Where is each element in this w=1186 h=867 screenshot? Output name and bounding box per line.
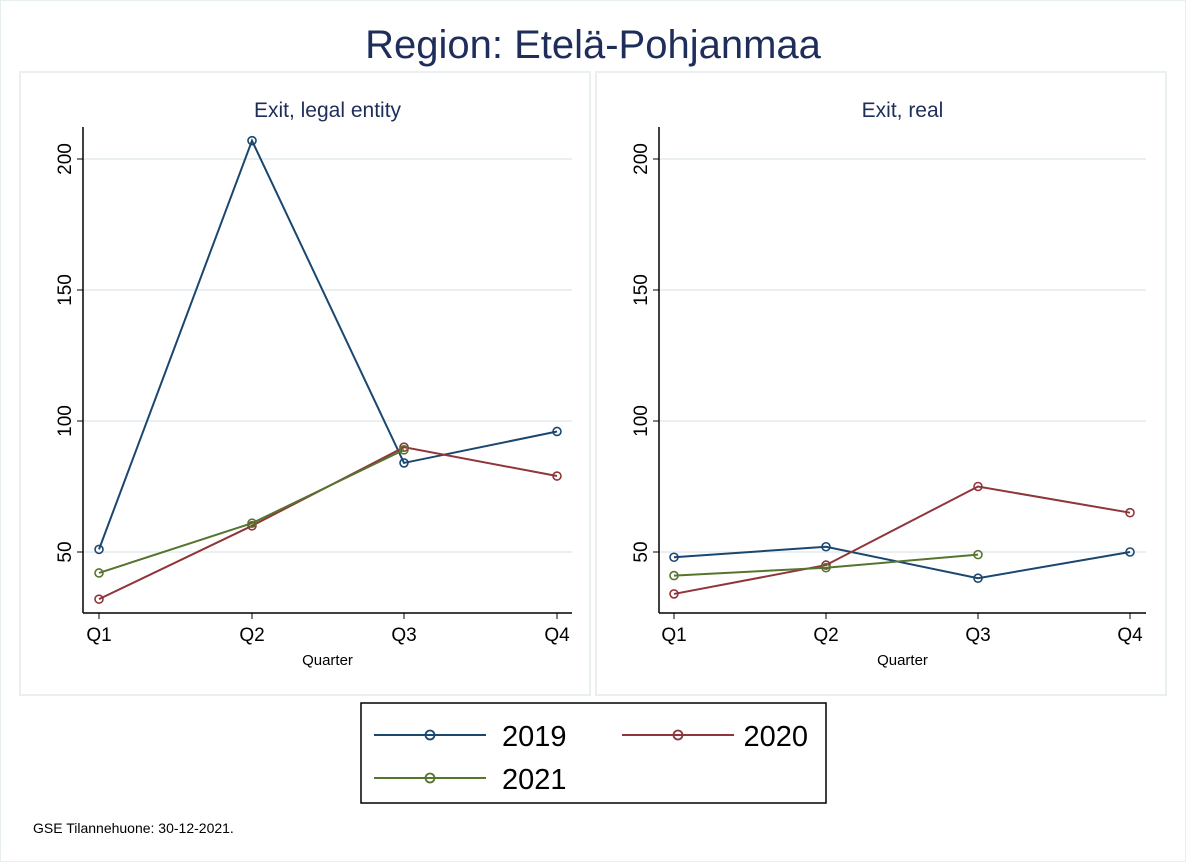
- legend: 2019 2020 2021: [360, 702, 827, 804]
- data-point-2020: [973, 481, 983, 492]
- data-point-2021: [247, 518, 257, 528]
- footer-note: GSE Tilannehuone: 30-12-2021.: [33, 820, 234, 836]
- data-point-2020: [94, 594, 104, 604]
- legend-entry-2021: 2021: [374, 764, 567, 796]
- legend-label: 2020: [743, 721, 808, 753]
- data-point-2019: [94, 544, 104, 555]
- series-line-2019: [673, 545, 1131, 580]
- x-tick-label: Q2: [239, 625, 264, 646]
- y-tick-label: 50: [631, 541, 652, 562]
- x-tick-label: Q1: [661, 625, 686, 646]
- data-point-2019: [399, 458, 409, 468]
- panel-background: [595, 71, 1167, 696]
- legend-marker: [672, 729, 684, 741]
- x-tick-label: Q3: [391, 625, 416, 646]
- x-tick-label: Q4: [544, 625, 570, 646]
- panel-background: [19, 71, 591, 696]
- panel-title: Exit, real: [862, 99, 944, 122]
- panel-title: Exit, legal entity: [254, 99, 402, 122]
- y-tick-label: 150: [631, 274, 652, 306]
- data-point-2021: [973, 549, 983, 560]
- data-point-2021: [669, 570, 679, 581]
- panel-1: Exit, legal entity 50 100 150 200 Q1 Q2 Q3 Q4 Qua…: [19, 71, 591, 696]
- x-axis-label: Quarter: [877, 652, 928, 669]
- data-point-2019: [552, 426, 562, 437]
- series-line-2021: [673, 553, 979, 577]
- data-point-2020: [669, 589, 679, 599]
- legend-box: [360, 702, 827, 804]
- legend-label: 2021: [502, 764, 567, 796]
- legend-marker: [424, 772, 436, 784]
- y-tick-label: 50: [55, 541, 76, 562]
- y-tick-label: 200: [55, 143, 76, 175]
- data-point-2021: [399, 445, 409, 455]
- x-tick-label: Q1: [86, 625, 111, 646]
- panel-2: Exit, real 50 100 150 200 Q1 Q2 Q3 Q4 Quarter: [595, 71, 1167, 696]
- data-point-2019: [1125, 547, 1135, 557]
- figure-title: Region: Etelä-Pohjanmaa: [365, 23, 822, 67]
- legend-entry-2019: 2019: [374, 721, 567, 753]
- x-tick-label: Q3: [965, 625, 990, 646]
- series-line-2021: [98, 448, 405, 574]
- x-axis-label: Quarter: [302, 652, 353, 669]
- legend-marker: [424, 729, 436, 741]
- series-line-2020: [673, 485, 1131, 595]
- y-tick-label: 100: [631, 405, 652, 437]
- y-tick-label: 200: [631, 143, 652, 175]
- y-tick-label: 100: [55, 405, 76, 437]
- data-point-2020: [1125, 507, 1135, 518]
- data-point-2021: [821, 562, 831, 573]
- data-point-2019: [669, 552, 679, 563]
- x-tick-label: Q4: [1117, 625, 1143, 646]
- data-point-2019: [821, 541, 831, 552]
- y-tick-label: 150: [55, 274, 76, 306]
- legend-label: 2019: [502, 721, 567, 753]
- data-point-2020: [552, 471, 562, 481]
- data-point-2019: [973, 573, 983, 584]
- data-point-2019: [247, 135, 257, 146]
- legend-entry-2020: 2020: [622, 721, 808, 753]
- x-tick-label: Q2: [813, 625, 838, 646]
- series-line-2019: [98, 138, 558, 550]
- data-point-2021: [94, 568, 104, 578]
